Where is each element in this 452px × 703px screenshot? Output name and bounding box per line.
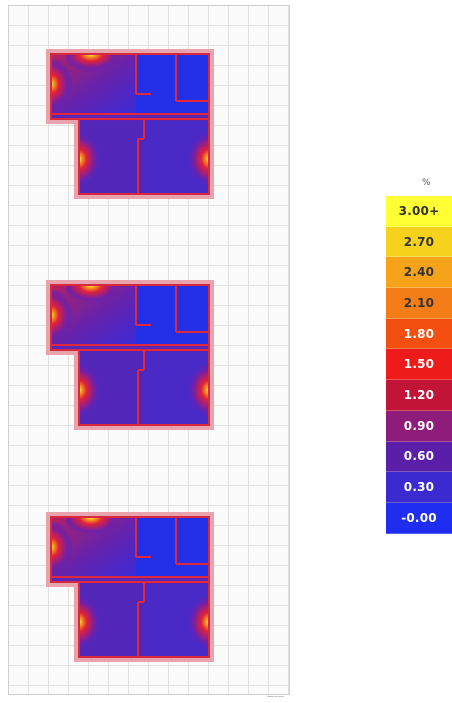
legend-item: 2.40	[386, 257, 452, 289]
floor-plan-top	[45, 48, 215, 200]
drawing-canvas: —–—	[8, 5, 290, 700]
legend-item: 0.90	[386, 410, 452, 442]
legend-item-label: 1.80	[403, 326, 435, 341]
legend-item-label: 0.30	[403, 480, 435, 495]
legend-item-label: 2.40	[403, 265, 435, 280]
scale-bar: —–—	[267, 692, 285, 700]
legend-unit: %	[422, 178, 431, 188]
legend-item-label: -0.00	[401, 510, 437, 525]
legend-item-label: 0.90	[403, 418, 435, 433]
legend-item-label: 1.50	[403, 357, 435, 372]
floor-plan-middle	[45, 279, 215, 431]
legend-item: 1.80	[386, 318, 452, 350]
legend-item: 1.20	[386, 380, 452, 411]
legend-item: 0.60	[386, 441, 452, 473]
legend-item-label: 3.00+	[398, 203, 440, 218]
legend-item-label: 2.10	[403, 295, 435, 310]
legend-item: 2.10	[386, 288, 452, 319]
legend-item-label: 0.60	[403, 449, 435, 464]
legend-item: 1.50	[386, 349, 452, 381]
legend-item-label: 1.20	[403, 387, 435, 402]
legend-item: 2.70	[386, 226, 452, 258]
legend-item: -0.00	[386, 502, 452, 534]
legend-item-label: 2.70	[403, 234, 435, 249]
legend-item: 3.00+	[386, 196, 452, 227]
floor-plan-bottom	[45, 511, 215, 663]
color-legend: 3.00+ 2.70 2.40 2.10 1.80 1.50 1.20 0.90…	[386, 196, 452, 534]
legend-item: 0.30	[386, 472, 452, 503]
